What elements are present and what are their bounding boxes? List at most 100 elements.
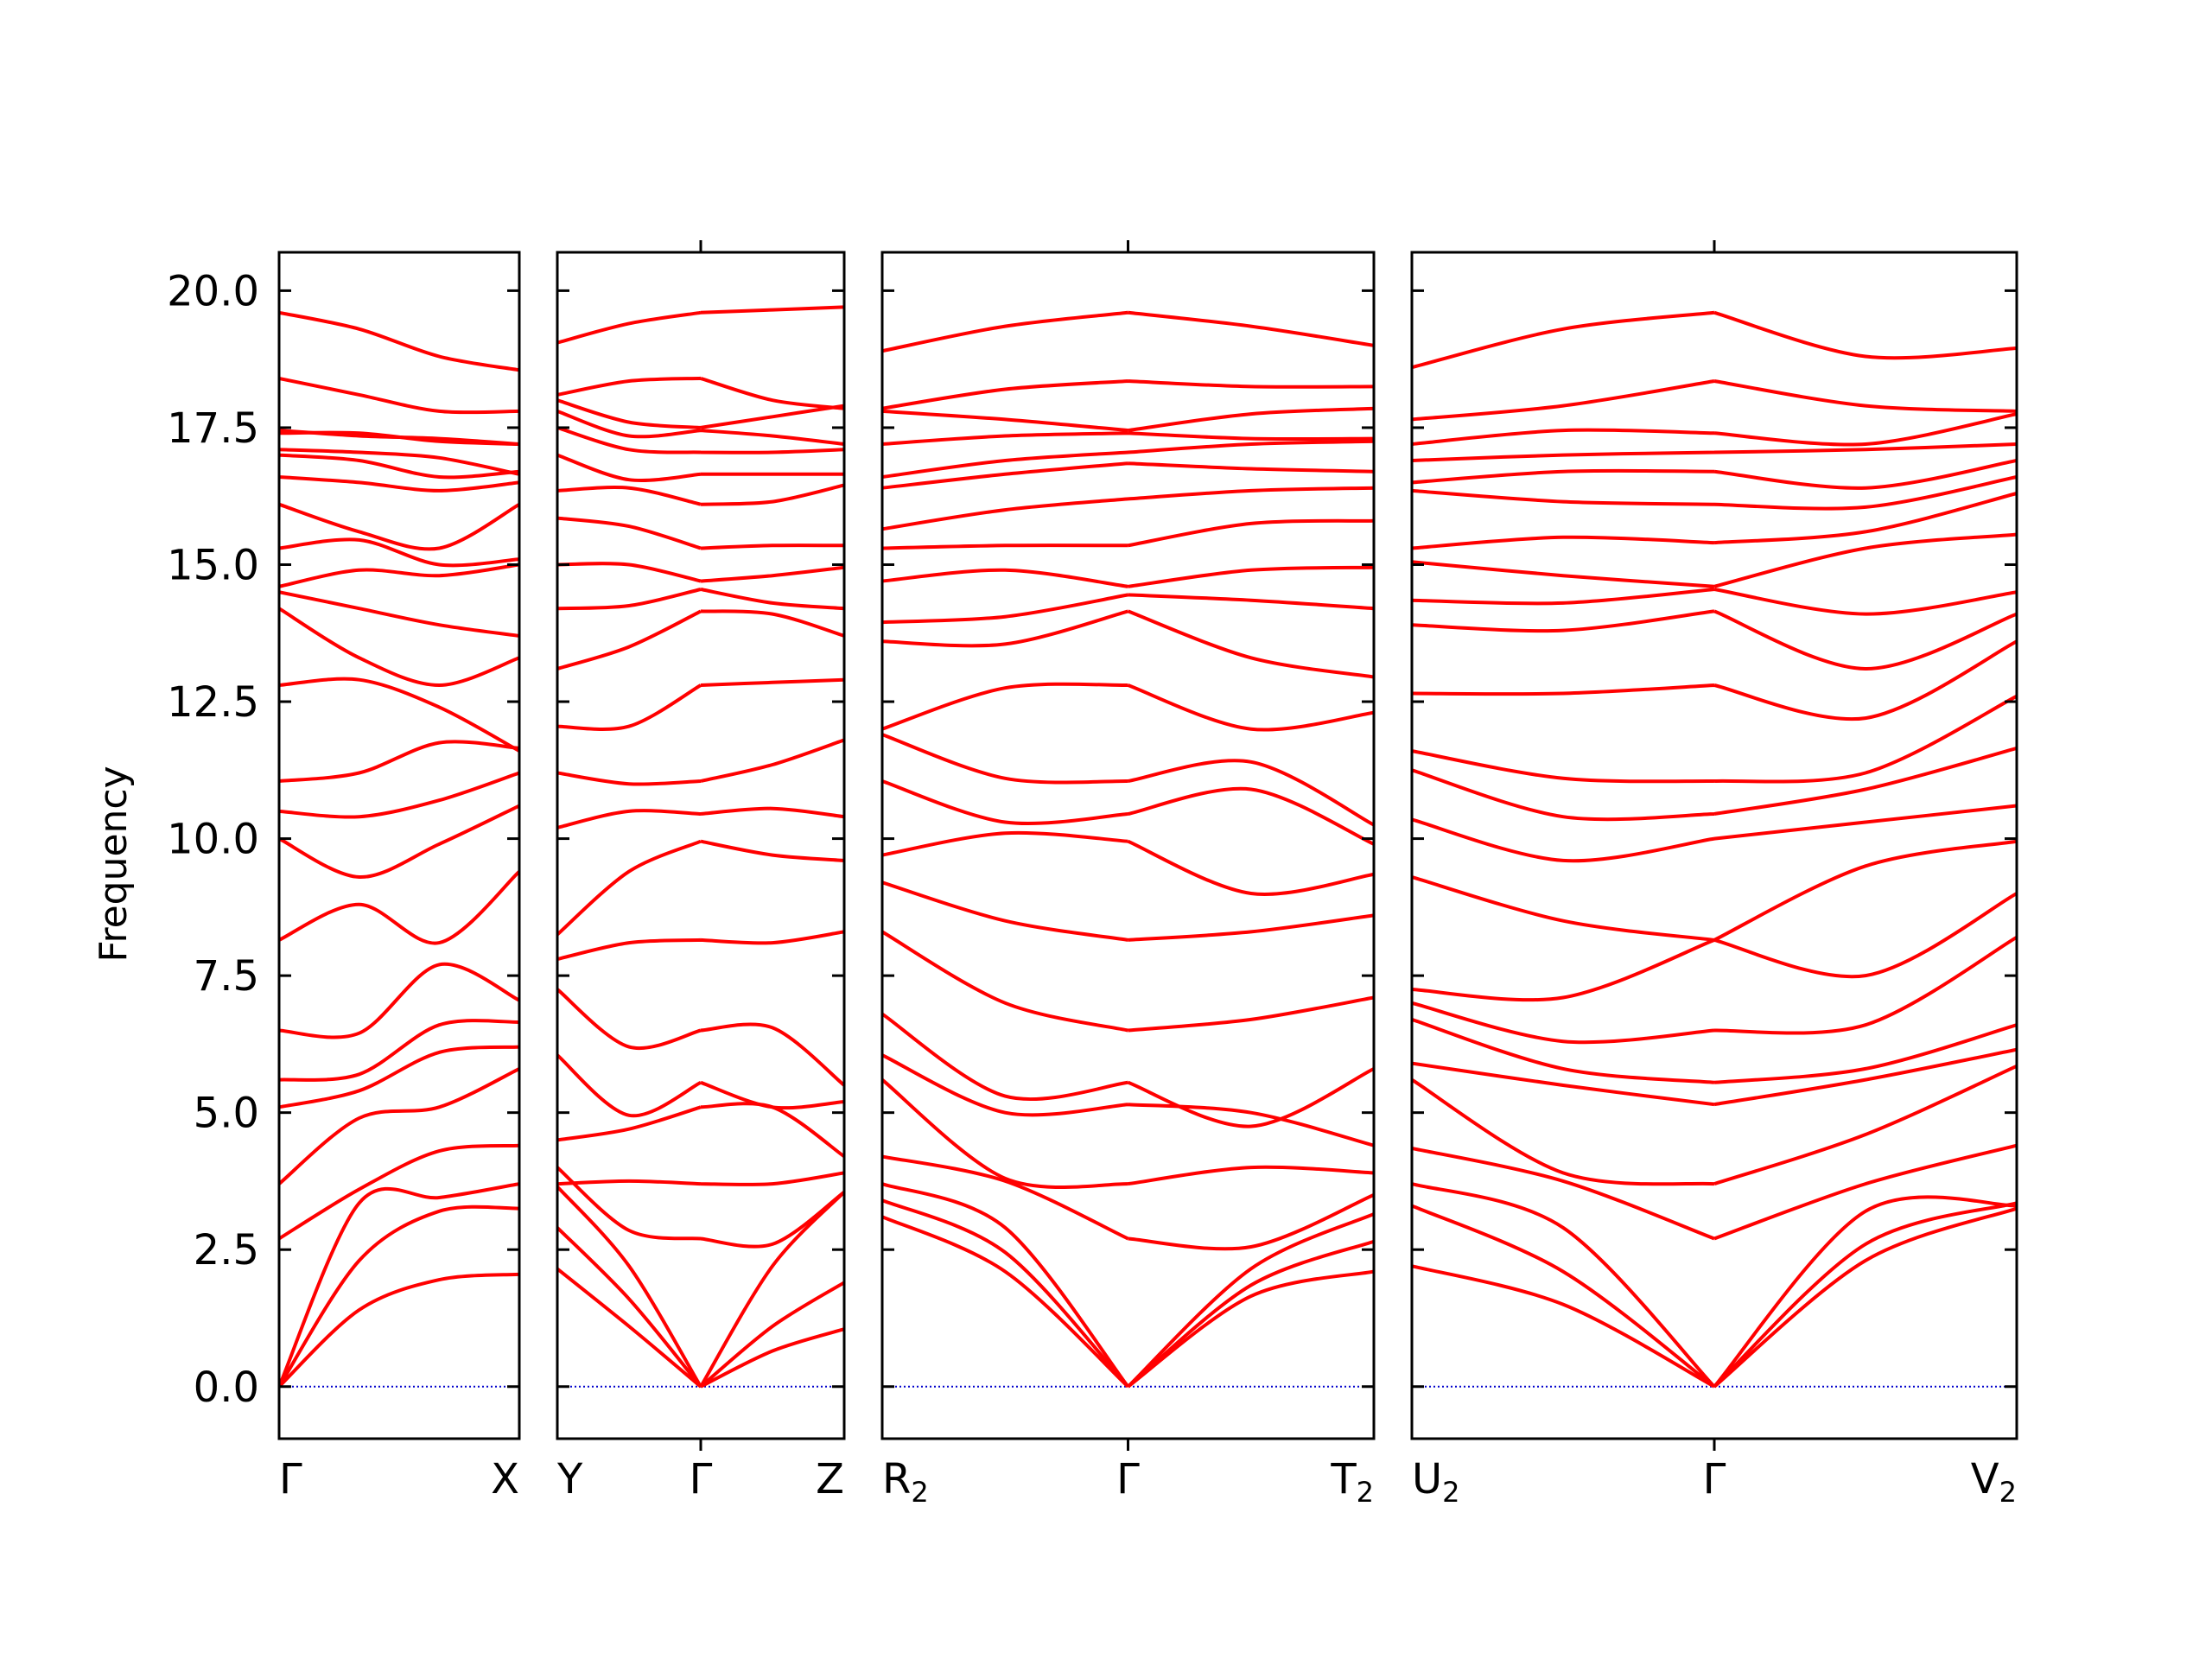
phonon-branch <box>557 738 844 786</box>
band-lines <box>557 305 844 1389</box>
phonon-branch <box>882 565 1374 588</box>
phonon-branch <box>882 310 1374 353</box>
phonon-branch <box>1412 1017 2017 1084</box>
y-tick-label: 12.5 <box>167 678 259 727</box>
x-tick-label: Z <box>816 1455 844 1503</box>
y-tick-label: 20.0 <box>167 267 259 315</box>
phonon-branch <box>557 609 844 671</box>
phonon-branch <box>882 518 1374 550</box>
phonon-branch <box>1412 639 2017 721</box>
y-axis-label: Frequency <box>92 766 136 962</box>
phonon-branch <box>1412 746 2017 822</box>
phonon-branch <box>279 475 519 493</box>
phonon-branch <box>1412 1206 2017 1389</box>
phonon-branch <box>1412 1182 2017 1389</box>
phonon-branch <box>279 502 519 551</box>
phonon-branch <box>279 1067 519 1185</box>
phonon-branch <box>279 962 519 1039</box>
phonon-branch <box>882 1154 1374 1251</box>
x-tick-label: T2 <box>1330 1455 1374 1509</box>
phonon-branch <box>557 588 844 611</box>
phonon-branch <box>882 1182 1374 1389</box>
phonon-branch <box>279 677 519 753</box>
phonon-branch <box>1412 532 2017 588</box>
phonon-branch <box>882 461 1374 490</box>
phonon-branch <box>882 1053 1374 1147</box>
phonon-branch <box>557 305 844 345</box>
phonon-branch <box>557 988 844 1087</box>
panel-frame <box>556 251 846 1440</box>
phonon-branch <box>279 537 519 568</box>
phonon-branch <box>882 379 1374 410</box>
phonon-branch <box>882 779 1374 846</box>
band-lines <box>882 310 1374 1389</box>
y-tick-label: 10.0 <box>167 816 259 864</box>
phonon-branch <box>1412 839 2017 942</box>
y-tick-label: 5.0 <box>194 1090 259 1138</box>
phonon-branch <box>557 677 844 731</box>
phonon-branch <box>557 376 844 410</box>
phonon-branch <box>1412 412 2017 447</box>
phonon-branch <box>882 1198 1374 1389</box>
phonon-branch <box>882 880 1374 942</box>
phonon-branch <box>1412 442 2017 462</box>
phonon-branch <box>557 483 844 506</box>
panel-frame <box>1410 251 2018 1440</box>
phonon-branch <box>882 439 1374 479</box>
phonon-branch <box>279 310 519 372</box>
phonon-branch <box>279 740 519 783</box>
phonon-branch <box>279 771 519 819</box>
panel-3: Γ R2 T2 <box>880 240 1376 1509</box>
phonon-branch <box>1412 588 2017 616</box>
x-tick-label: Γ <box>279 1455 302 1503</box>
phonon-branch <box>557 1171 844 1186</box>
phonon-branch <box>1412 492 2017 550</box>
phonon-branch <box>279 1019 519 1082</box>
phonon-branch <box>1412 804 2017 863</box>
panel-4: Γ U2 V2 <box>1410 240 2018 1509</box>
phonon-branch <box>882 830 1374 896</box>
phonon-branch <box>557 516 844 550</box>
phonon-branch <box>279 1205 519 1388</box>
panel-frame <box>277 251 521 1440</box>
y-tick-label: 7.5 <box>194 952 259 1001</box>
y-tick-label: 2.5 <box>194 1226 259 1274</box>
phonon-branch <box>557 839 844 937</box>
phonon-branch <box>1412 310 2017 370</box>
panel-2: ΓY Z <box>556 240 846 1503</box>
x-tick-label: V2 <box>1971 1455 2017 1509</box>
phonon-branch <box>279 804 519 880</box>
y-tick-label: 15.0 <box>167 541 259 589</box>
phonon-branch <box>557 453 844 482</box>
phonon-branch <box>279 376 519 415</box>
phonon-branch <box>279 870 519 945</box>
x-tick-label: U2 <box>1412 1455 1460 1509</box>
chart-panels: Γ X ΓY Z ΓR2 T2 ΓU2 V2 <box>277 240 2018 1509</box>
phonon-branch <box>882 431 1374 446</box>
phonon-branch <box>882 930 1374 1033</box>
x-tick-label: X <box>491 1455 519 1503</box>
phonon-branch <box>557 806 844 830</box>
phonon-branch <box>557 1053 844 1118</box>
phonon-branch <box>279 1182 519 1388</box>
phonon-branch <box>1412 1047 2017 1107</box>
phonon-branch <box>1412 1201 2017 1389</box>
phonon-branch <box>1412 1064 2017 1186</box>
x-tick-label: Γ <box>1116 1455 1140 1503</box>
phonon-branch <box>882 1012 1374 1128</box>
phonon-branch <box>1412 935 2017 1045</box>
phonon-branch <box>557 562 844 583</box>
phonon-branch <box>882 682 1374 732</box>
phonon-branch <box>279 429 519 446</box>
phonon-branch <box>1412 694 2017 784</box>
phonon-branch <box>1412 459 2017 490</box>
phonon-branch <box>279 607 519 687</box>
phonon-branch <box>279 563 519 588</box>
phonon-branch <box>882 1078 1374 1189</box>
phonon-branch <box>279 1045 519 1109</box>
phonon-branch <box>557 1226 844 1389</box>
phonon-branch <box>882 486 1374 531</box>
phonon-branch <box>557 425 844 454</box>
